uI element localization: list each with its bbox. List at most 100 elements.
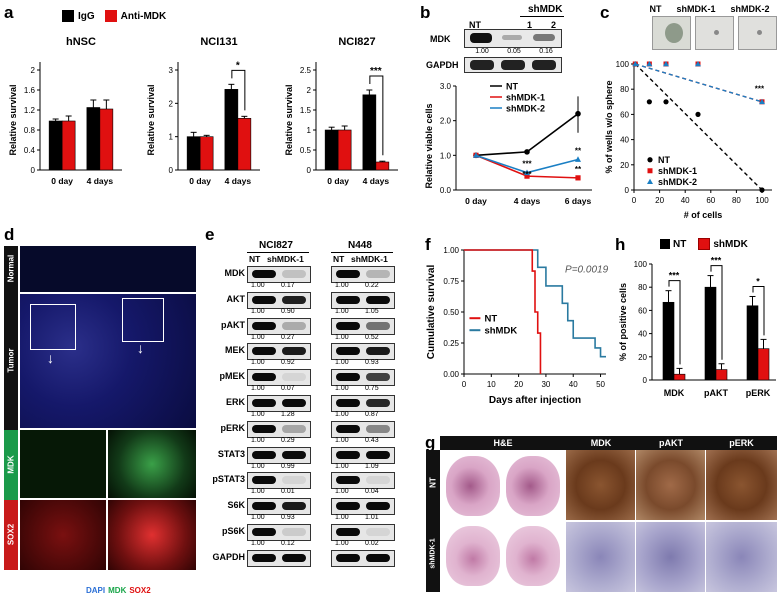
row-label-bg (4, 430, 18, 500)
y-tick-label: 1 (169, 133, 174, 142)
y-tick-label: 20 (638, 353, 647, 362)
blot-strip (247, 498, 311, 516)
bar (337, 129, 352, 171)
blot-row-label: pSTAT3 (212, 474, 245, 485)
blot-band (252, 528, 276, 536)
blot-e-group-nci827: NCI827 (259, 240, 293, 251)
brain-section (446, 456, 500, 516)
x-axis-label: # of cells (684, 210, 723, 220)
blot-value: 1.00 (335, 514, 349, 522)
blot-row-label: GAPDH (212, 551, 245, 562)
y-tick-label: 0 (625, 186, 630, 195)
row-label-bg (4, 246, 18, 294)
blot-row-label: ERK (225, 397, 245, 407)
data-point (759, 98, 765, 105)
panel-a-charts: hNSC 0 0.4 0.8 1.2 1.6 2 Relative survival 0 day… (8, 36, 398, 186)
blot-band (282, 553, 306, 562)
blot-strip (247, 343, 311, 361)
blot-band (336, 450, 360, 459)
legend-label-nt: NT (673, 238, 687, 250)
blot-value: 0.93 (365, 359, 379, 367)
blot-band (282, 502, 306, 511)
blot-strip (331, 549, 395, 567)
blot-band (502, 35, 522, 40)
y-tick-label: 0 (169, 166, 174, 175)
x-tick-label: 4 days (514, 196, 541, 206)
x-axis-label: Days after injection (489, 395, 581, 406)
blot-strip (331, 266, 395, 283)
blot-band (252, 347, 276, 356)
significance-label: *** (370, 66, 382, 77)
blot-b-shmdk-header: shMDK (528, 4, 563, 15)
blot-band (252, 270, 276, 278)
blot-band (336, 321, 360, 330)
row-label-bg (4, 294, 18, 430)
bar (375, 161, 390, 171)
chart-title: NCI131 (200, 36, 237, 48)
blot-band (501, 60, 525, 70)
row-label-bg (4, 500, 18, 570)
blot-value: 1.00 (475, 48, 489, 55)
data-point (695, 111, 701, 117)
legend-label: shMDK-2 (658, 177, 697, 187)
blot-row-label: pAKT (221, 319, 245, 330)
blot-value: 1.00 (335, 411, 349, 418)
blot-band (336, 502, 360, 511)
blot-band (336, 424, 360, 433)
x-tick-label: 10 (487, 380, 496, 389)
chart-title: hNSC (66, 36, 96, 48)
y-tick-label: 100 (616, 60, 630, 69)
blot-strip (331, 369, 395, 387)
y-tick-label: 1.00 (443, 246, 459, 255)
panel-c-chart: 0 20 40 60 80 100 0 20 40 60 80 100 # of cells % of w… (604, 60, 772, 220)
significance-label: *** (522, 160, 532, 169)
chart-title: NCI827 (338, 36, 375, 48)
blot-b-mdk-strip (464, 29, 562, 48)
blot-strip (331, 317, 395, 335)
blot-strip (331, 524, 395, 541)
legend-label-shmdk: shMDK (713, 238, 748, 250)
blot-band (282, 270, 306, 278)
blot-value: 1.00 (335, 540, 349, 547)
bar (704, 286, 717, 381)
bar (237, 118, 252, 171)
blot-row-label: pMEK (219, 371, 246, 382)
row-label-bg (426, 520, 440, 592)
blot-value: 1.00 (335, 462, 349, 470)
blot-band (366, 424, 390, 433)
y-tick-label: 1.0 (440, 151, 452, 160)
blot-b-nt: NT (469, 20, 481, 30)
bar (99, 108, 114, 171)
legend-swatch-shmdk (698, 238, 711, 250)
blot-strip (247, 266, 311, 283)
blot-row-label: MDK (224, 268, 246, 278)
survival-curve-nt (464, 249, 542, 374)
legend-marker (647, 157, 653, 163)
y-tick-label: 0.8 (24, 126, 36, 135)
arrow-down-icon: ↓ (137, 340, 144, 356)
blot-strip (247, 369, 311, 387)
blot-value: 1.00 (335, 488, 349, 496)
y-tick-label: 2 (31, 66, 36, 75)
header-he: H&E (493, 438, 513, 448)
blot-band (252, 450, 276, 459)
blot-band (366, 295, 390, 304)
significance-label: * (756, 276, 760, 286)
blot-value: 1.09 (365, 462, 379, 470)
data-point (663, 99, 669, 105)
y-axis-label: Relative survival (284, 84, 294, 155)
y-tick-label: 0.4 (24, 146, 36, 155)
blot-band (282, 450, 306, 459)
y-tick-label: 1 (307, 126, 312, 135)
legend-marker (647, 178, 653, 185)
x-tick-label: 0 (632, 196, 637, 205)
blot-e-sh: shMDK-1 (351, 254, 388, 264)
blot-value: 1.00 (335, 359, 349, 367)
panel-b-blot: shMDK NT 1 2 (465, 4, 565, 68)
brain-section (506, 456, 560, 516)
stain-mdk: MDK (108, 586, 127, 595)
micrograph-sox2-right (108, 500, 196, 570)
blot-value: 0.17 (281, 282, 295, 289)
x-tick-label: 0 day (51, 176, 73, 186)
y-tick-label: 60 (620, 110, 629, 119)
